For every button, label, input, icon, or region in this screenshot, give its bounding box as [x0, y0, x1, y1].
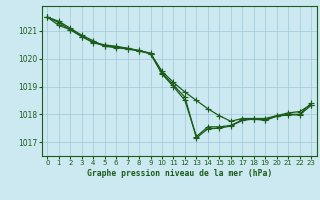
X-axis label: Graphe pression niveau de la mer (hPa): Graphe pression niveau de la mer (hPa)	[87, 169, 272, 178]
